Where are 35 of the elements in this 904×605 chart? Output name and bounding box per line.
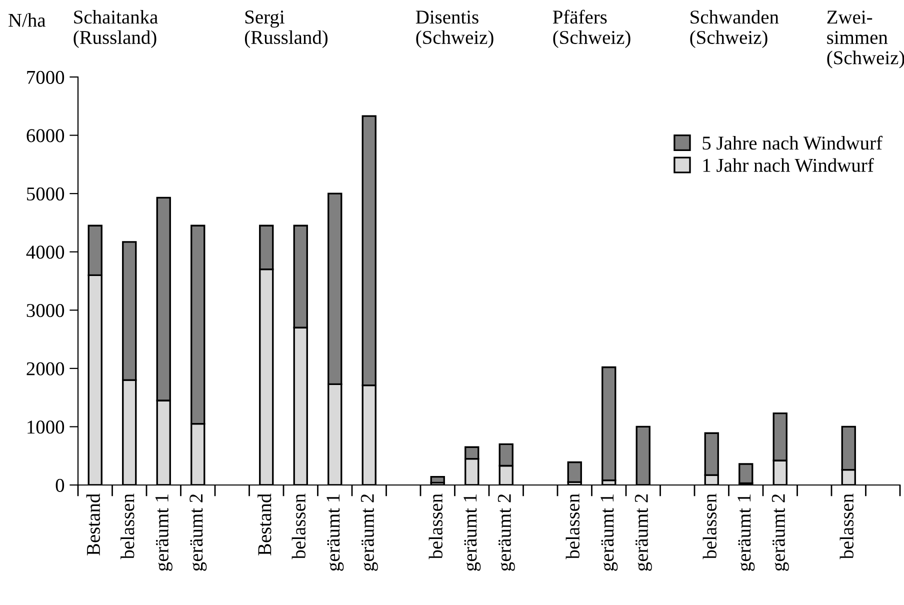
y-tick-label: 4000 <box>26 246 64 259</box>
x-tick-label: belassen <box>120 494 134 560</box>
x-tick-label: geräumt 2 <box>634 494 652 571</box>
x-tick-label: belassen <box>702 494 716 560</box>
x-tick-label: geräumt 2 <box>190 494 207 571</box>
y-tick-label: 5000 <box>27 187 64 201</box>
x-tick-label: belassen <box>428 494 442 560</box>
x-tick-label: geräumt 1 <box>738 494 755 571</box>
x-tick-label: belassen <box>292 494 306 560</box>
x-tick-label: geräumt 2 <box>498 494 515 571</box>
text: Sergi (Russland) <box>244 10 328 48</box>
text: Schaitanka (Russland) <box>74 10 158 48</box>
text: Zwei- simmen (Schweiz) <box>827 10 904 68</box>
text: Disentis (Schweiz) <box>416 10 494 48</box>
x-tick-label: geräumt 1 <box>464 494 481 571</box>
x-tick-label: belassen <box>840 494 854 560</box>
y-tick-label: 2000 <box>26 362 64 376</box>
x-tick-label: belassen <box>566 494 580 560</box>
y-tick-label: 1000 <box>28 420 64 434</box>
x-tick-label: geräumt 2 <box>772 494 789 571</box>
x-tick-label: Bestand <box>258 494 272 556</box>
x-tick-label: geräumt 1 <box>326 494 344 571</box>
y-tick-label: 7000 <box>27 70 64 84</box>
y-tick-label: 3000 <box>26 304 64 318</box>
y-tick-label: 0 <box>56 478 64 492</box>
legend-label: 1 Jahr nach Windwurf <box>703 158 874 172</box>
text: Pfäfers (Schweiz) <box>552 10 630 48</box>
x-tick-label: geräumt 1 <box>155 494 172 571</box>
x-tick-label: geräumt 1 <box>600 494 618 571</box>
y-axis-title: N/ha <box>8 13 46 27</box>
y-tick-label: 6000 <box>26 129 64 142</box>
legend-label: 5 Jahre nach Windwurf <box>702 136 882 150</box>
text: Schwanden (Schweiz) <box>690 10 779 48</box>
x-tick-label: Bestand <box>86 494 100 556</box>
x-tick-label: geräumt 2 <box>360 494 378 571</box>
